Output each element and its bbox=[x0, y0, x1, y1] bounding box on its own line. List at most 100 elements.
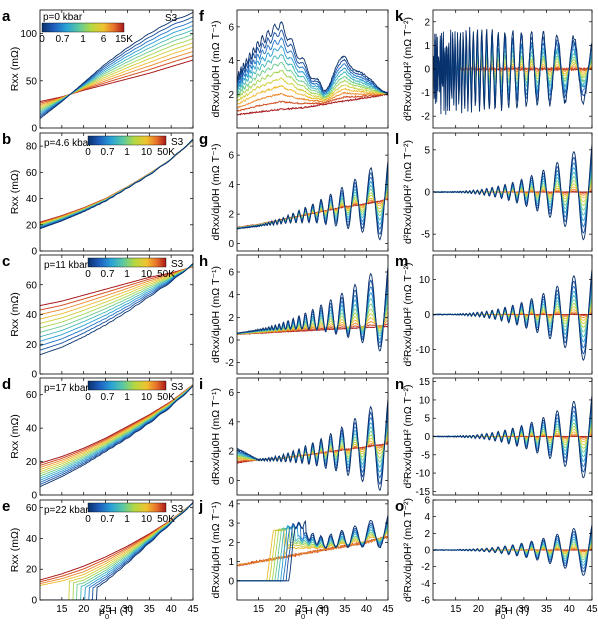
panel-m-curves bbox=[433, 268, 592, 362]
axes-frame bbox=[236, 132, 389, 252]
y-axis-label: Rxx (mΩ) bbox=[9, 47, 21, 92]
y-tick-label: -4 bbox=[421, 579, 430, 590]
series-line bbox=[40, 265, 193, 320]
x-tick-label: 15 bbox=[253, 604, 265, 615]
x-tick-label: 40 bbox=[564, 604, 576, 615]
y-tick-label: 2 bbox=[424, 17, 430, 28]
y-tick-label: 4 bbox=[228, 290, 234, 301]
x-tick-label: 30 bbox=[318, 604, 330, 615]
y-tick-label: 60 bbox=[26, 390, 38, 401]
x-tick-label: 45 bbox=[382, 604, 394, 615]
series-line bbox=[40, 263, 193, 347]
sample-label: S3 bbox=[165, 13, 178, 24]
y-axis-label: d²Rxx/dμ0H² (mΩ T⁻²) bbox=[402, 498, 414, 602]
series-line bbox=[237, 77, 388, 103]
panel-letter: a bbox=[2, 8, 11, 25]
panel-a: 0 50 100 a Rxx (mΩ) p=0 kbar 0 0.7 1 6 15K S3 bbox=[2, 8, 194, 135]
y-tick-label: 0 bbox=[424, 65, 430, 76]
series-line bbox=[237, 29, 388, 94]
panel-c-curves bbox=[40, 263, 193, 356]
panel-g-curves bbox=[237, 161, 388, 241]
x-tick-label: 30 bbox=[518, 604, 530, 615]
colorbar-tick-label: 0 bbox=[85, 392, 91, 403]
y-tick-label: 0 bbox=[31, 370, 37, 381]
x-tick-label: 20 bbox=[275, 604, 287, 615]
y-tick-label: 0 bbox=[228, 576, 234, 587]
colorbar-tick-label: 50K bbox=[157, 514, 175, 525]
y-tick-label: 2 bbox=[228, 313, 234, 324]
x-tick-label: 15 bbox=[56, 604, 68, 615]
panel-n-curves bbox=[433, 395, 592, 479]
panel-a-curves bbox=[40, 12, 193, 119]
pressure-label: p=4.6 kbar bbox=[44, 138, 92, 149]
y-axis-label: Rxx (mΩ) bbox=[9, 528, 21, 573]
colorbar-tick-label: 1 bbox=[124, 269, 130, 280]
series-line bbox=[237, 171, 388, 230]
colorbar-tick-label: 0.7 bbox=[101, 147, 115, 158]
series-line bbox=[40, 384, 193, 473]
x-tick-label: 25 bbox=[296, 604, 308, 615]
y-axis-label: dRxx/dμ0H (mΩ T⁻¹) bbox=[210, 266, 222, 363]
x-tick-label: 35 bbox=[339, 604, 351, 615]
x-tick-label: 20 bbox=[78, 604, 90, 615]
x-tick-label: 45 bbox=[187, 604, 199, 615]
panel-i-curves bbox=[237, 399, 388, 491]
y-tick-label: 80 bbox=[26, 142, 38, 153]
colorbar-tick-label: 0.7 bbox=[101, 392, 115, 403]
y-tick-label: -2 bbox=[421, 112, 430, 123]
series-line bbox=[40, 264, 193, 338]
series-line bbox=[40, 385, 193, 485]
series-line bbox=[237, 92, 388, 112]
series-line bbox=[237, 45, 388, 96]
y-tick-label: 4 bbox=[228, 417, 234, 428]
y-tick-label: 0 bbox=[228, 336, 234, 347]
x-tick-label: 40 bbox=[361, 604, 373, 615]
y-tick-label: 4 bbox=[228, 180, 234, 191]
y-tick-label: 1 bbox=[228, 557, 234, 568]
colorbar-tick-label: 10 bbox=[141, 392, 153, 403]
panel-f-curves bbox=[237, 20, 388, 116]
y-tick-label: 60 bbox=[26, 168, 38, 179]
x-tick-label: 40 bbox=[166, 604, 178, 615]
series-line bbox=[237, 37, 388, 95]
panel-j: 0 1 2 3 4 15 20 25 30 35 40 45 j dRxx/dμ0H (mΩ T⁻¹) bbox=[198, 498, 394, 615]
axes-frame bbox=[236, 254, 389, 375]
axes-frame bbox=[236, 9, 389, 129]
colorbar-tick-label: 6 bbox=[101, 34, 107, 45]
y-tick-label: 5 bbox=[424, 145, 430, 156]
sample-label: S3 bbox=[171, 504, 184, 515]
y-tick-label: 60 bbox=[26, 503, 38, 514]
y-axis-label: d²Rxx/dμ0H² (mΩ T⁻²) bbox=[402, 140, 414, 244]
y-tick-label: 4 bbox=[424, 512, 430, 523]
pressure-label: p=17 kbar bbox=[44, 383, 89, 394]
panel-e-curves bbox=[40, 502, 193, 600]
series-line bbox=[237, 20, 388, 94]
panel-letter: f bbox=[199, 8, 205, 25]
series-line bbox=[237, 266, 388, 352]
y-tick-label: 20 bbox=[26, 340, 38, 351]
y-tick-label: 0 bbox=[424, 310, 430, 321]
y-axis-label: Rxx (mΩ) bbox=[9, 414, 21, 459]
panel-letter: e bbox=[2, 498, 10, 515]
pressure-label: p=22 kbar bbox=[44, 505, 89, 516]
series-line bbox=[40, 384, 193, 466]
y-tick-label: -10 bbox=[416, 345, 431, 356]
axes-frame bbox=[39, 377, 194, 496]
series-line bbox=[433, 144, 592, 241]
y-axis-label: Rxx (mΩ) bbox=[9, 292, 21, 337]
panel-b-curves bbox=[40, 138, 193, 230]
x-tick-label: 30 bbox=[122, 604, 134, 615]
colorbar-tick-label: 0 bbox=[85, 269, 91, 280]
y-tick-label: 4 bbox=[228, 499, 234, 510]
panel-k-curves bbox=[433, 26, 592, 115]
panel-letter: g bbox=[199, 131, 208, 148]
y-tick-label: 100 bbox=[20, 29, 37, 40]
colorbar-tick-label: 1 bbox=[80, 34, 86, 45]
y-tick-label: 0 bbox=[228, 476, 234, 487]
colorbar bbox=[41, 22, 125, 33]
